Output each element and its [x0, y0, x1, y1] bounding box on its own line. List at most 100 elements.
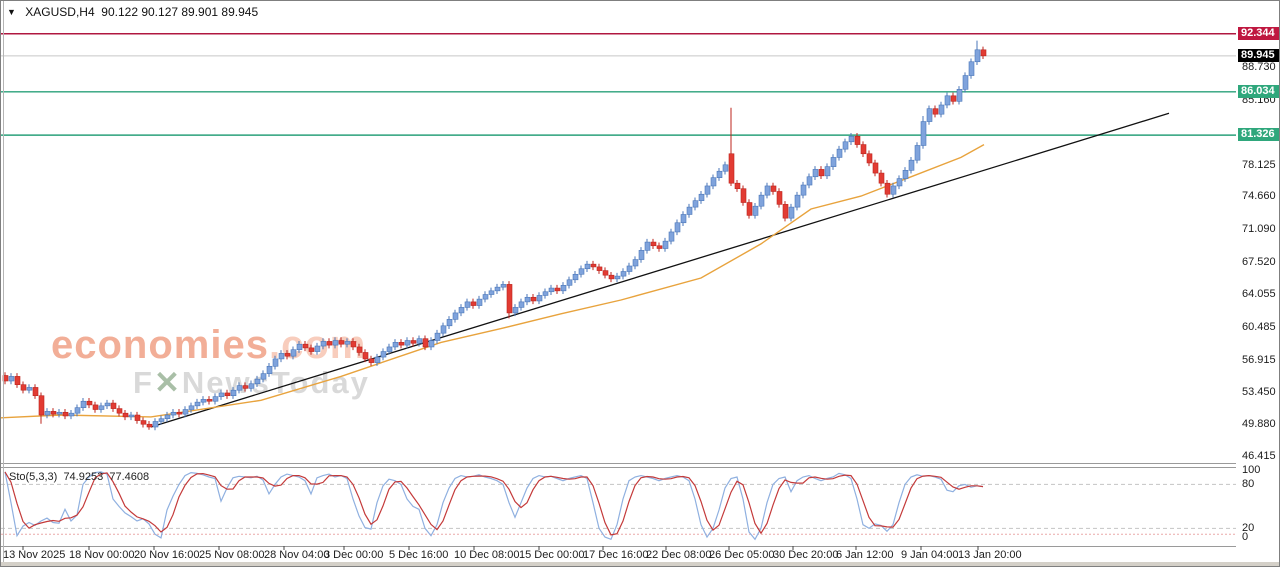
bullish-candle: [500, 284, 507, 288]
bullish-candle: [722, 164, 729, 172]
bullish-candle: [758, 194, 765, 207]
bearish-candle: [368, 358, 375, 363]
candles-layer: [2, 40, 987, 431]
bullish-candle: [560, 285, 567, 292]
bearish-candle: [338, 340, 345, 345]
bullish-candle: [662, 240, 669, 249]
ohlc-quote-values: 90.122 90.127 89.901 89.945: [101, 5, 259, 19]
bearish-candle: [302, 343, 309, 349]
price-chart-canvas[interactable]: [1, 1, 1236, 562]
bullish-candle: [668, 231, 675, 242]
bearish-candle: [932, 108, 939, 115]
bullish-candle: [332, 340, 339, 346]
bearish-candle: [50, 411, 57, 415]
bearish-candle: [866, 153, 873, 164]
bullish-candle: [218, 392, 225, 397]
bearish-candle: [38, 395, 45, 416]
bullish-candle: [974, 49, 981, 63]
ascending-trendline[interactable]: [150, 112, 1170, 428]
price-axis-label: 53.450: [1242, 385, 1276, 398]
price-axis-label: 46.415: [1242, 450, 1276, 463]
time-axis-label: 13 Nov 2025: [3, 549, 66, 561]
bullish-candle: [572, 273, 579, 281]
bearish-candle: [242, 385, 249, 389]
stoch-scale-label: 20: [1242, 522, 1255, 535]
bearish-candle: [206, 399, 213, 402]
bullish-candle: [158, 418, 165, 422]
bearish-candle: [818, 169, 825, 177]
bearish-candle: [554, 287, 561, 292]
bullish-candle: [914, 145, 921, 161]
bullish-candle: [170, 411, 177, 416]
bearish-candle: [356, 346, 363, 353]
bullish-candle: [128, 414, 135, 418]
time-axis-label: 25 Nov 08:00: [199, 549, 265, 561]
bullish-candle: [458, 307, 465, 314]
bullish-candle: [230, 389, 237, 397]
time-axis-label: 17 Dec 16:00: [583, 549, 649, 561]
fxnewstoday-x-logo: ✕: [153, 365, 182, 400]
stochastic-main-line[interactable]: [4, 471, 984, 541]
bearish-candle: [734, 182, 741, 190]
bullish-candle: [944, 95, 951, 106]
bearish-candle: [878, 172, 885, 184]
price-axis-label: 88.730: [1242, 61, 1276, 73]
bullish-candle: [182, 409, 189, 415]
bullish-candle: [68, 412, 75, 417]
bullish-candle: [536, 295, 543, 302]
bullish-candle: [926, 108, 933, 122]
bullish-candle: [386, 346, 393, 352]
price-badge-89.945: 89.945: [1238, 48, 1279, 62]
bullish-candle: [374, 356, 381, 363]
bullish-candle: [452, 312, 459, 320]
chart-left-border: [3, 1, 4, 562]
stochastic-signal-line[interactable]: [4, 471, 984, 536]
bearish-candle: [602, 270, 609, 276]
bullish-candle: [962, 75, 969, 90]
bullish-candle: [404, 340, 411, 346]
bullish-candle: [908, 159, 915, 171]
bullish-candle: [812, 169, 819, 178]
time-axis-label: 18 Nov 00:00: [69, 549, 135, 561]
bullish-candle: [548, 287, 555, 293]
bullish-candle: [464, 301, 471, 308]
bearish-candle: [860, 144, 867, 155]
bearish-candle: [62, 411, 69, 417]
moving-average-line[interactable]: [1, 143, 985, 419]
fxnewstoday-f: F: [133, 365, 154, 400]
bearish-candle: [950, 95, 957, 102]
bullish-candle: [254, 378, 261, 385]
bullish-candle: [446, 319, 453, 327]
bullish-candle: [794, 194, 801, 208]
bullish-candle: [8, 376, 15, 382]
bullish-candle: [752, 205, 759, 216]
bearish-candle: [326, 341, 333, 346]
bullish-candle: [248, 383, 255, 389]
time-axis-label: 15 Dec 00:00: [519, 549, 585, 561]
symbol-dropdown-icon[interactable]: ▼: [7, 7, 16, 17]
price-axis-label: 78.125: [1242, 158, 1276, 171]
bearish-candle: [470, 301, 477, 306]
bearish-candle: [398, 342, 405, 346]
bullish-candle: [578, 268, 585, 275]
bearish-candle: [980, 49, 987, 57]
bullish-candle: [428, 340, 435, 348]
bearish-candle: [506, 284, 513, 314]
bullish-candle: [56, 411, 63, 415]
time-axis-label: 26 Dec 05:00: [709, 549, 775, 561]
bearish-candle: [608, 274, 615, 280]
bullish-candle: [392, 342, 399, 348]
bearish-candle: [14, 376, 21, 385]
fxnewstoday-watermark: F✕NewsToday: [133, 365, 370, 401]
symbol-period-label: XAGUSD,H4: [25, 5, 95, 19]
bullish-candle: [272, 358, 279, 367]
bearish-candle: [530, 296, 537, 302]
bullish-candle: [614, 275, 621, 280]
bullish-candle: [716, 170, 723, 178]
bearish-candle: [872, 162, 879, 174]
bearish-candle: [782, 204, 789, 219]
bullish-candle: [416, 338, 423, 344]
bullish-candle: [194, 401, 201, 407]
time-axis-label: 3 Dec 00:00: [324, 549, 384, 561]
